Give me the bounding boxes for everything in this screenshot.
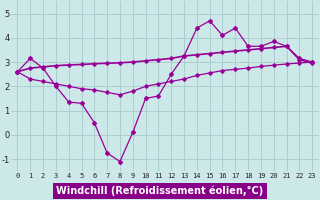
Text: Windchill (Refroidissement éolien,°C): Windchill (Refroidissement éolien,°C) [56, 186, 264, 196]
